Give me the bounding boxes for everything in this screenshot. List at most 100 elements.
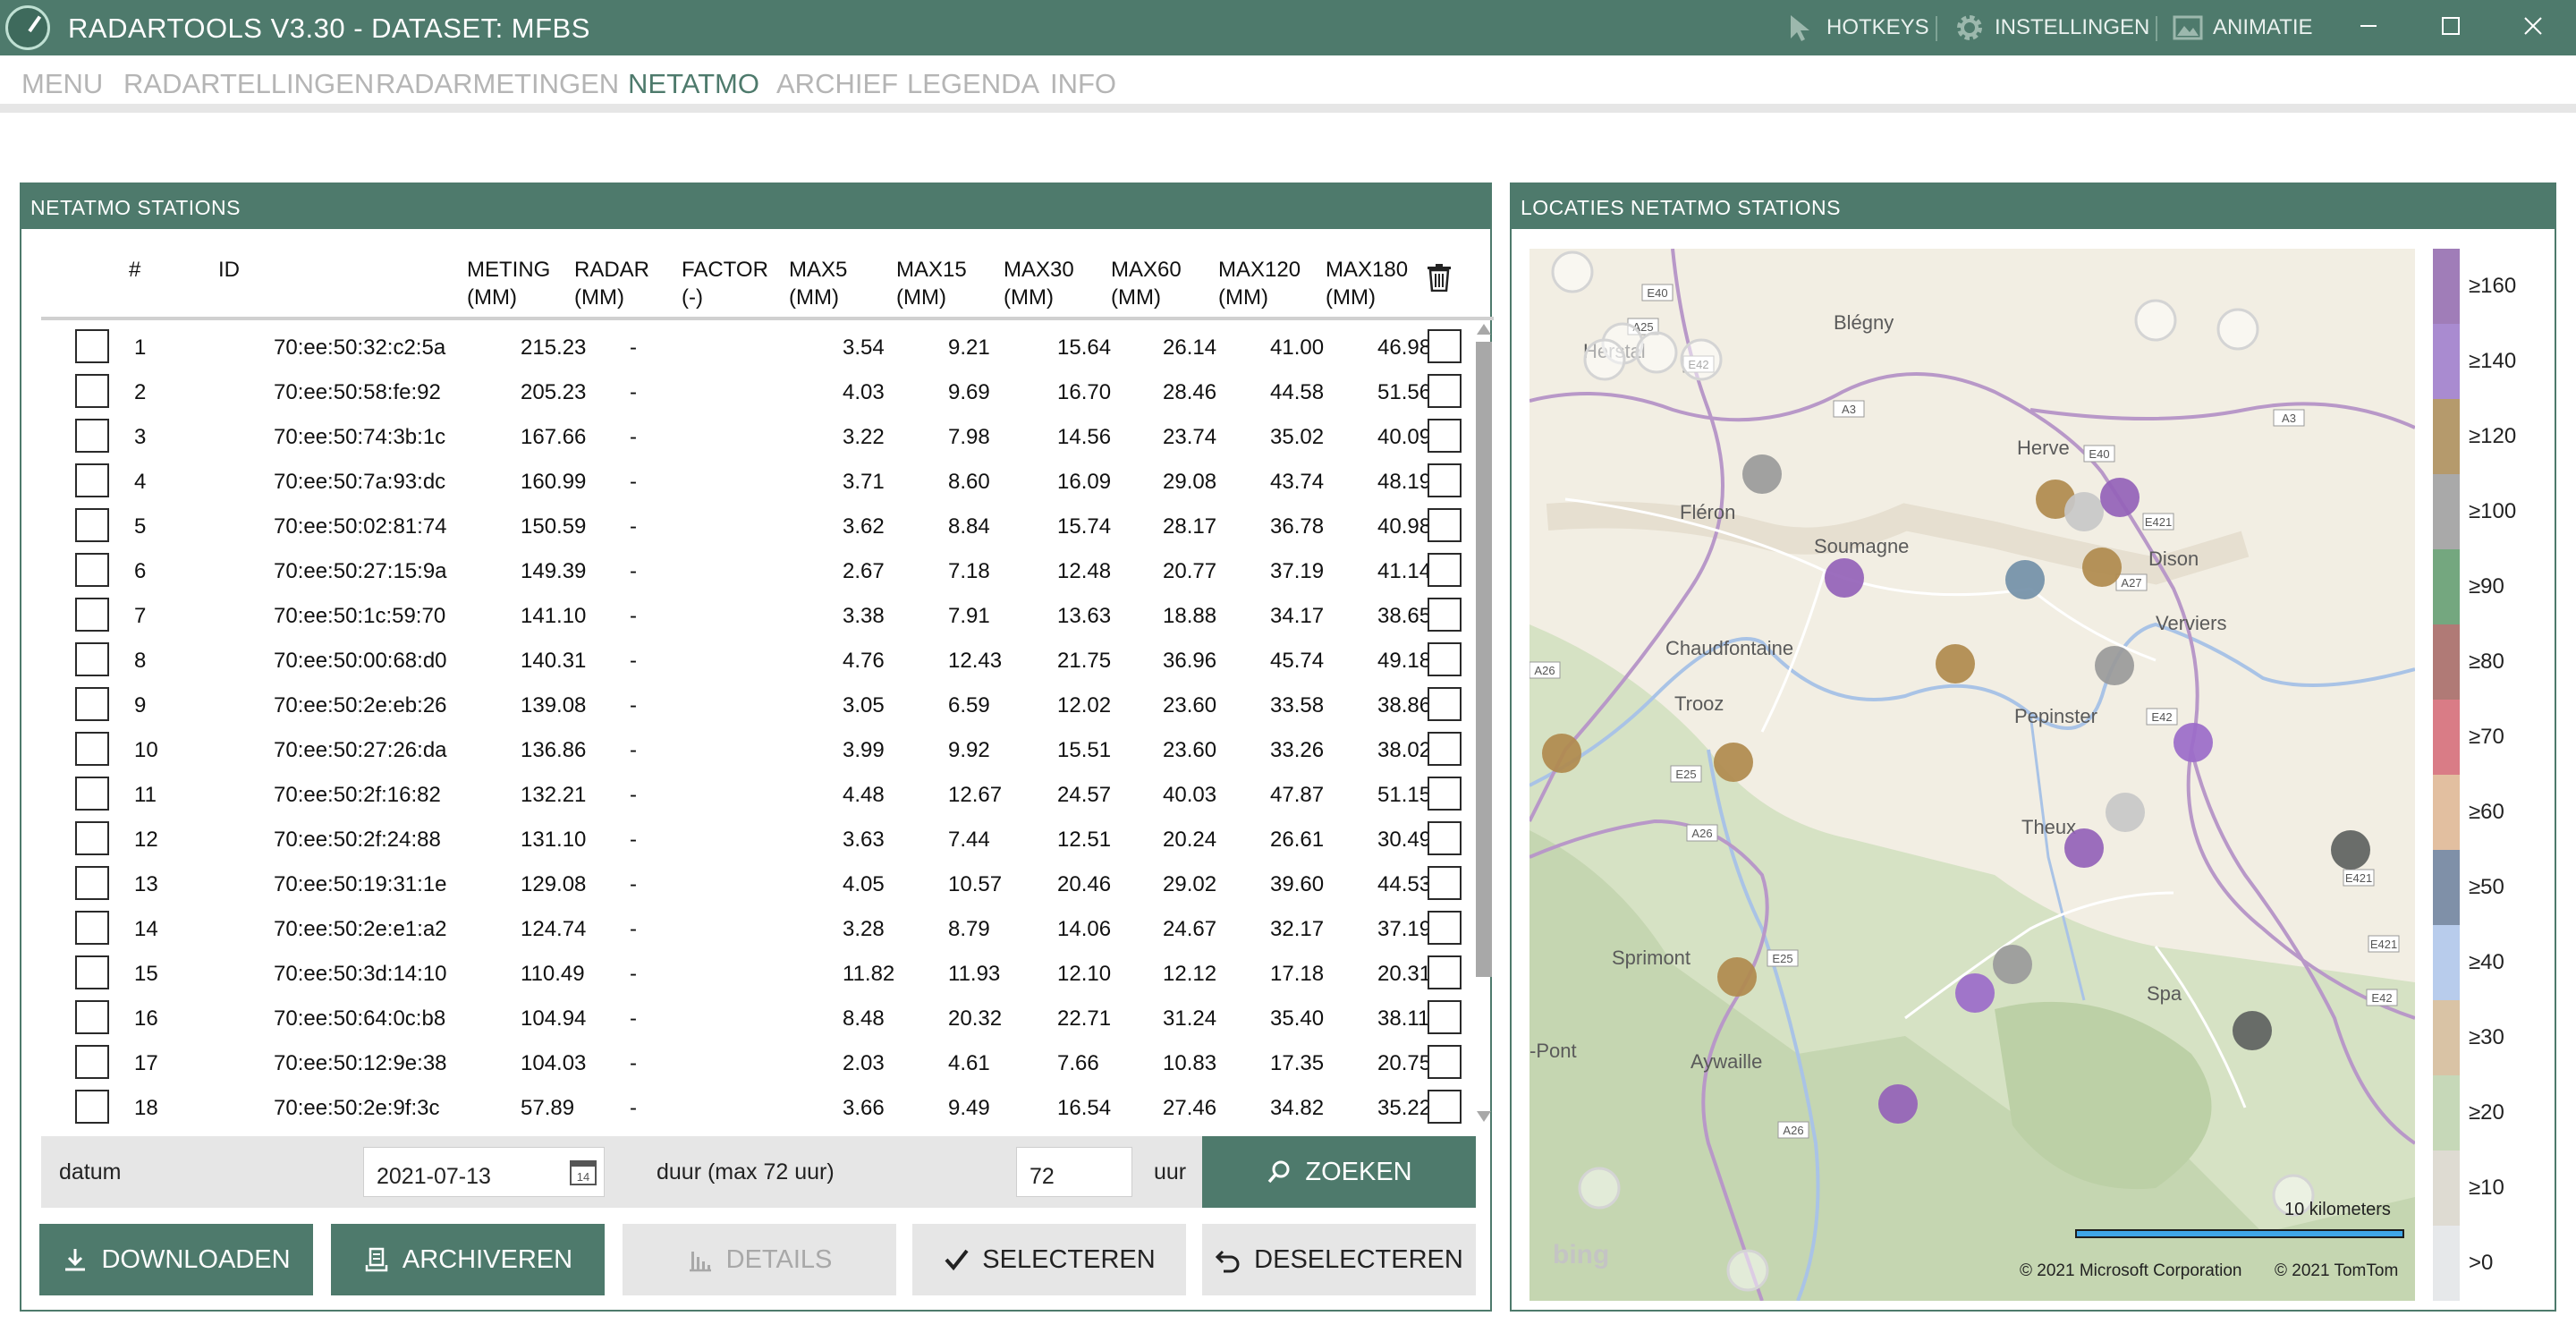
- station-marker[interactable]: [2272, 1174, 2315, 1217]
- row-delete-checkbox[interactable]: [1428, 329, 1462, 363]
- col-factor[interactable]: FACTOR (-): [682, 256, 768, 311]
- col-max30[interactable]: MAX30 (MM): [1004, 256, 1074, 311]
- station-marker[interactable]: [2233, 1011, 2272, 1050]
- row-delete-checkbox[interactable]: [1428, 553, 1462, 587]
- row-select-checkbox[interactable]: [75, 329, 109, 363]
- row-delete-checkbox[interactable]: [1428, 1090, 1462, 1124]
- table-row[interactable]: 7 70:ee:50:1c:59:70 141.10 - 3.38 7.91 13.63 18…: [41, 590, 1472, 635]
- menu-item-menu[interactable]: MENU: [21, 68, 104, 99]
- row-delete-checkbox[interactable]: [1428, 866, 1462, 900]
- table-row[interactable]: 9 70:ee:50:2e:eb:26 139.08 - 3.05 6.59 12.02 23…: [41, 680, 1472, 725]
- station-marker[interactable]: [1742, 454, 1782, 494]
- station-marker[interactable]: [1680, 338, 1723, 381]
- row-delete-checkbox[interactable]: [1428, 955, 1462, 989]
- station-marker[interactable]: [1578, 1167, 1621, 1210]
- station-marker[interactable]: [1936, 644, 1975, 683]
- deselect-button[interactable]: DESELECTEREN: [1202, 1224, 1476, 1295]
- table-row[interactable]: 14 70:ee:50:2e:e1:a2 124.74 - 3.28 8.79 14.06 2…: [41, 904, 1472, 948]
- duur-input[interactable]: 72: [1016, 1147, 1132, 1197]
- menu-item-info[interactable]: INFO: [1050, 68, 1117, 99]
- station-marker[interactable]: [2100, 478, 2140, 517]
- row-delete-checkbox[interactable]: [1428, 821, 1462, 855]
- select-button[interactable]: SELECTEREN: [912, 1224, 1186, 1295]
- station-marker[interactable]: [1955, 973, 1995, 1013]
- map-canvas[interactable]: BlégnyHerstalHerveFléronSoumagneDisonVer…: [1530, 249, 2415, 1301]
- download-button[interactable]: DOWNLOADEN: [39, 1224, 313, 1295]
- station-marker[interactable]: [2095, 646, 2134, 685]
- col-max15[interactable]: MAX15 (MM): [896, 256, 967, 311]
- table-row[interactable]: 1 70:ee:50:32:c2:5a 215.23 - 3.54 9.21 15.64 26…: [41, 322, 1472, 367]
- row-select-checkbox[interactable]: [75, 955, 109, 989]
- menu-item-legenda[interactable]: LEGENDA: [907, 68, 1040, 99]
- row-select-checkbox[interactable]: [75, 1045, 109, 1079]
- station-marker[interactable]: [1726, 1249, 1769, 1292]
- table-row[interactable]: 17 70:ee:50:12:9e:38 104.03 - 2.03 4.61 7.66 10…: [41, 1038, 1472, 1083]
- station-marker[interactable]: [1551, 250, 1594, 293]
- animation-button[interactable]: ANIMATIE: [2172, 7, 2313, 48]
- search-button[interactable]: ZOEKEN: [1202, 1136, 1476, 1208]
- row-select-checkbox[interactable]: [75, 732, 109, 766]
- station-marker[interactable]: [1878, 1084, 1918, 1124]
- col-meting[interactable]: METING (MM): [467, 256, 550, 311]
- station-marker[interactable]: [2134, 299, 2177, 342]
- station-marker[interactable]: [1714, 743, 1753, 782]
- col-num[interactable]: #: [129, 256, 140, 284]
- row-delete-checkbox[interactable]: [1428, 1000, 1462, 1034]
- table-row[interactable]: 8 70:ee:50:00:68:d0 140.31 - 4.76 12.43 21.75 3…: [41, 635, 1472, 680]
- row-delete-checkbox[interactable]: [1428, 911, 1462, 945]
- details-button[interactable]: DETAILS: [623, 1224, 896, 1295]
- station-marker[interactable]: [2082, 548, 2122, 587]
- row-select-checkbox[interactable]: [75, 419, 109, 453]
- row-select-checkbox[interactable]: [75, 553, 109, 587]
- station-marker[interactable]: [1542, 734, 1581, 773]
- row-delete-checkbox[interactable]: [1428, 508, 1462, 542]
- row-delete-checkbox[interactable]: [1428, 1045, 1462, 1079]
- station-marker[interactable]: [2216, 308, 2259, 351]
- menu-item-netatmo[interactable]: NETATMO: [628, 68, 759, 99]
- row-delete-checkbox[interactable]: [1428, 732, 1462, 766]
- table-row[interactable]: 11 70:ee:50:2f:16:82 132.21 - 4.48 12.67 24.57…: [41, 769, 1472, 814]
- station-marker[interactable]: [1993, 945, 2032, 984]
- col-max60[interactable]: MAX60 (MM): [1111, 256, 1182, 311]
- trash-icon[interactable]: [1426, 263, 1453, 292]
- station-marker[interactable]: [1635, 331, 1678, 374]
- row-select-checkbox[interactable]: [75, 374, 109, 408]
- col-max180[interactable]: MAX180 (MM): [1326, 256, 1408, 311]
- station-marker[interactable]: [1583, 338, 1626, 381]
- station-marker[interactable]: [2174, 723, 2213, 762]
- table-scrollbar[interactable]: [1474, 322, 1494, 1127]
- table-row[interactable]: 12 70:ee:50:2f:24:88 131.10 - 3.63 7.44 12.51 2…: [41, 814, 1472, 859]
- row-delete-checkbox[interactable]: [1428, 374, 1462, 408]
- archive-button[interactable]: ARCHIVEREN: [331, 1224, 605, 1295]
- row-select-checkbox[interactable]: [75, 508, 109, 542]
- row-select-checkbox[interactable]: [75, 598, 109, 632]
- station-marker[interactable]: [1717, 957, 1757, 997]
- table-row[interactable]: 15 70:ee:50:3d:14:10 110.49 - 11.82 11.93 12.1…: [41, 948, 1472, 993]
- table-row[interactable]: 3 70:ee:50:74:3b:1c 167.66 - 3.22 7.98 14.56 23…: [41, 412, 1472, 456]
- row-select-checkbox[interactable]: [75, 1090, 109, 1124]
- row-delete-checkbox[interactable]: [1428, 463, 1462, 497]
- col-radar[interactable]: RADAR (MM): [574, 256, 649, 311]
- menu-item-archief[interactable]: ARCHIEF: [776, 68, 899, 99]
- table-row[interactable]: 18 70:ee:50:2e:9f:3c 57.89 - 3.66 9.49 16.54 27…: [41, 1083, 1472, 1127]
- station-marker[interactable]: [2005, 560, 2045, 599]
- row-select-checkbox[interactable]: [75, 911, 109, 945]
- station-map[interactable]: BlégnyHerstalHerveFléronSoumagneDisonVer…: [1530, 249, 2415, 1301]
- table-row[interactable]: 4 70:ee:50:7a:93:dc 160.99 - 3.71 8.60 16.09 29…: [41, 456, 1472, 501]
- row-delete-checkbox[interactable]: [1428, 598, 1462, 632]
- close-button[interactable]: [2506, 7, 2560, 48]
- table-row[interactable]: 13 70:ee:50:19:31:1e 129.08 - 4.05 10.57 20.46…: [41, 859, 1472, 904]
- row-select-checkbox[interactable]: [75, 463, 109, 497]
- station-marker[interactable]: [2331, 830, 2370, 870]
- station-marker[interactable]: [2064, 828, 2104, 868]
- scroll-thumb[interactable]: [1476, 342, 1492, 977]
- settings-button[interactable]: INSTELLINGEN: [1953, 7, 2149, 48]
- row-select-checkbox[interactable]: [75, 866, 109, 900]
- row-select-checkbox[interactable]: [75, 642, 109, 676]
- row-select-checkbox[interactable]: [75, 777, 109, 811]
- menu-item-radartellingen[interactable]: RADARTELLINGEN: [123, 68, 375, 99]
- row-select-checkbox[interactable]: [75, 687, 109, 721]
- datum-input[interactable]: 2021-07-13 14: [363, 1147, 605, 1197]
- col-max120[interactable]: MAX120 (MM): [1218, 256, 1301, 311]
- menu-item-radarmetingen[interactable]: RADARMETINGEN: [376, 68, 620, 99]
